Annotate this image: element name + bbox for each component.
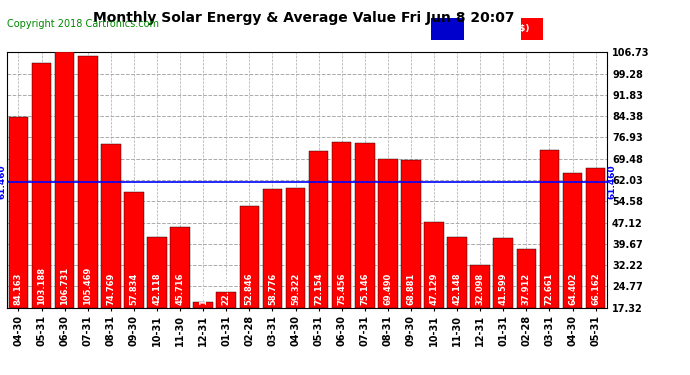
Bar [540, 150, 560, 308]
Text: 37.912: 37.912 [522, 272, 531, 304]
Bar [471, 266, 490, 308]
Text: 42.118: 42.118 [152, 272, 161, 304]
Bar [263, 189, 282, 308]
Bar [309, 151, 328, 308]
Bar [32, 63, 51, 308]
Bar [124, 192, 144, 308]
Text: Average  ($): Average ($) [467, 24, 530, 33]
Bar [586, 168, 605, 308]
Bar [401, 160, 421, 308]
Bar [55, 53, 75, 308]
Text: 19.075: 19.075 [199, 272, 208, 304]
Text: 74.769: 74.769 [106, 272, 115, 304]
Text: 59.322: 59.322 [291, 272, 300, 304]
Bar [170, 226, 190, 308]
Text: 72.661: 72.661 [545, 272, 554, 304]
Bar [563, 173, 582, 308]
Text: 68.881: 68.881 [406, 272, 415, 304]
Text: 22.805: 22.805 [221, 272, 230, 304]
Text: 69.490: 69.490 [384, 272, 393, 304]
Text: 47.129: 47.129 [430, 272, 439, 304]
Bar [424, 222, 444, 308]
Bar [521, 18, 542, 40]
Bar [378, 159, 397, 308]
Bar [147, 237, 167, 308]
Text: 106.731: 106.731 [60, 267, 69, 305]
Text: 61.460: 61.460 [607, 164, 616, 199]
Bar [217, 292, 236, 308]
Text: 75.456: 75.456 [337, 272, 346, 304]
Text: Monthly Solar Energy & Average Value Fri Jun 8 20:07: Monthly Solar Energy & Average Value Fri… [93, 11, 514, 25]
Text: 84.163: 84.163 [14, 272, 23, 304]
Text: 103.188: 103.188 [37, 267, 46, 305]
Text: 72.154: 72.154 [314, 272, 323, 304]
Bar [239, 206, 259, 308]
Text: 105.469: 105.469 [83, 266, 92, 305]
Text: Monthly  ($): Monthly ($) [546, 24, 609, 33]
Bar [431, 18, 464, 40]
Bar [78, 56, 97, 308]
Text: 61.460: 61.460 [0, 164, 7, 199]
Text: 42.148: 42.148 [453, 272, 462, 304]
Bar [9, 117, 28, 308]
Bar [286, 188, 305, 308]
Bar [517, 249, 536, 308]
Text: 75.146: 75.146 [360, 272, 369, 304]
Text: 41.599: 41.599 [499, 272, 508, 304]
Text: 58.776: 58.776 [268, 272, 277, 304]
Bar [193, 303, 213, 307]
Text: 66.162: 66.162 [591, 272, 600, 304]
Text: 45.716: 45.716 [175, 272, 184, 304]
Text: 32.098: 32.098 [475, 273, 484, 304]
Text: 57.834: 57.834 [130, 272, 139, 304]
Text: 52.846: 52.846 [245, 272, 254, 304]
Bar [355, 142, 375, 308]
Bar [493, 238, 513, 308]
Bar [332, 142, 351, 308]
Bar [101, 144, 121, 308]
Text: Copyright 2018 Cartronics.com: Copyright 2018 Cartronics.com [7, 19, 159, 29]
Bar [447, 237, 467, 308]
Text: 64.402: 64.402 [568, 272, 577, 304]
